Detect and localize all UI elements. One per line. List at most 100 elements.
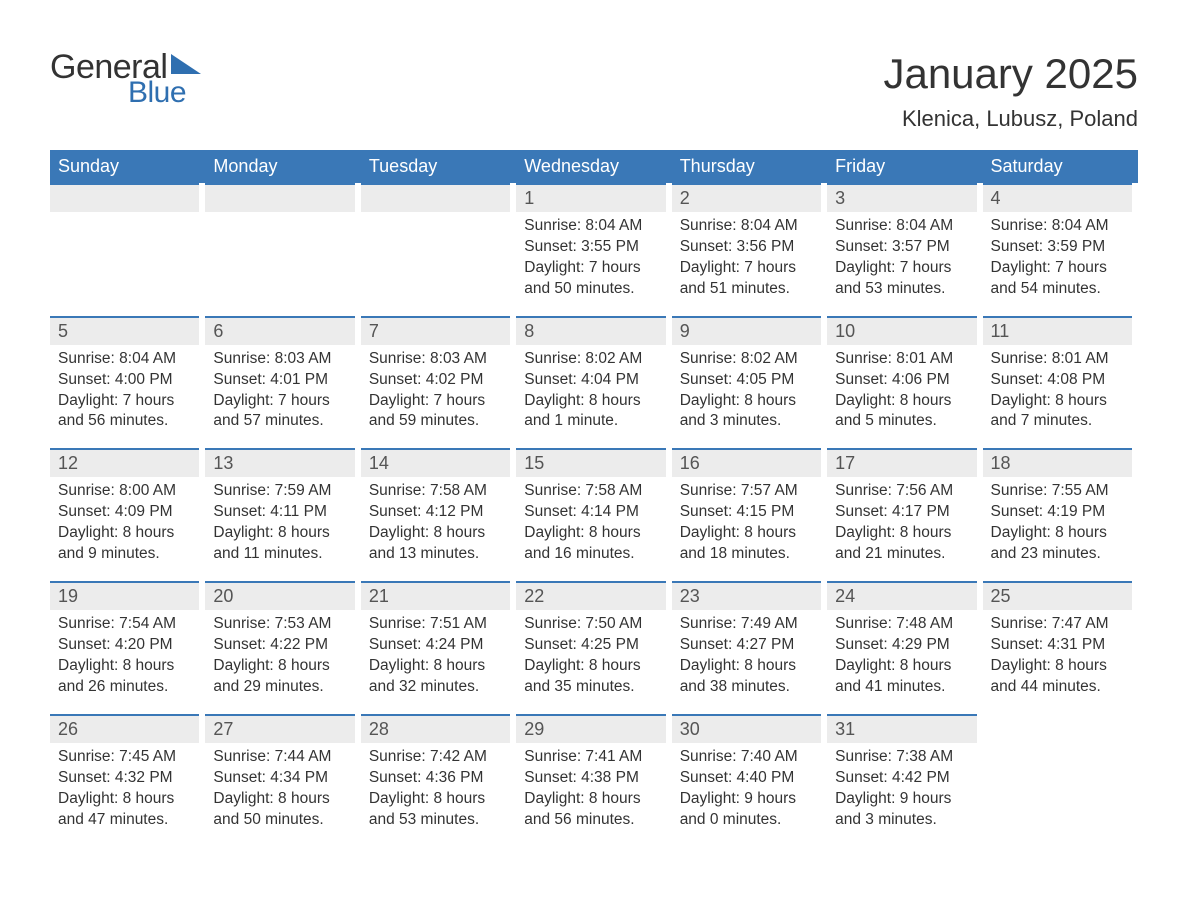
day-body: Sunrise: 7:47 AMSunset: 4:31 PMDaylight:… xyxy=(983,610,1132,698)
day-body: Sunrise: 7:54 AMSunset: 4:20 PMDaylight:… xyxy=(50,610,199,698)
day-body: Sunrise: 8:04 AMSunset: 3:57 PMDaylight:… xyxy=(827,212,976,300)
day-body: Sunrise: 7:38 AMSunset: 4:42 PMDaylight:… xyxy=(827,743,976,831)
dow-sunday: Sunday xyxy=(50,150,205,183)
day-number: 22 xyxy=(516,583,665,610)
daylight-text-1: Daylight: 7 hours xyxy=(835,258,976,279)
day-number: 19 xyxy=(50,583,199,610)
sunrise-text: Sunrise: 8:04 AM xyxy=(524,216,665,237)
dow-friday: Friday xyxy=(827,150,982,183)
sunset-text: Sunset: 4:24 PM xyxy=(369,635,510,656)
daylight-text-2: and 21 minutes. xyxy=(835,544,976,565)
daylight-text-2: and 56 minutes. xyxy=(524,810,665,831)
daylight-text-2: and 18 minutes. xyxy=(680,544,821,565)
calendar: SundayMondayTuesdayWednesdayThursdayFrid… xyxy=(50,150,1138,830)
daylight-text-2: and 3 minutes. xyxy=(680,411,821,432)
day-body: Sunrise: 7:51 AMSunset: 4:24 PMDaylight:… xyxy=(361,610,510,698)
day-cell: 30Sunrise: 7:40 AMSunset: 4:40 PMDayligh… xyxy=(672,714,827,831)
day-cell: 23Sunrise: 7:49 AMSunset: 4:27 PMDayligh… xyxy=(672,581,827,698)
sunrise-text: Sunrise: 8:04 AM xyxy=(680,216,821,237)
daylight-text-1: Daylight: 8 hours xyxy=(680,656,821,677)
sunset-text: Sunset: 4:25 PM xyxy=(524,635,665,656)
day-cell: 21Sunrise: 7:51 AMSunset: 4:24 PMDayligh… xyxy=(361,581,516,698)
sunset-text: Sunset: 4:04 PM xyxy=(524,370,665,391)
daylight-text-1: Daylight: 8 hours xyxy=(524,656,665,677)
day-number: 4 xyxy=(983,185,1132,212)
day-number: 10 xyxy=(827,318,976,345)
day-cell: 1Sunrise: 8:04 AMSunset: 3:55 PMDaylight… xyxy=(516,183,671,300)
day-body: Sunrise: 8:04 AMSunset: 4:00 PMDaylight:… xyxy=(50,345,199,433)
sunrise-text: Sunrise: 8:02 AM xyxy=(524,349,665,370)
sunset-text: Sunset: 4:01 PM xyxy=(213,370,354,391)
title-month: January 2025 xyxy=(883,50,1138,98)
day-number: 28 xyxy=(361,716,510,743)
daylight-text-2: and 59 minutes. xyxy=(369,411,510,432)
sunset-text: Sunset: 3:56 PM xyxy=(680,237,821,258)
day-number: 26 xyxy=(50,716,199,743)
daylight-text-1: Daylight: 8 hours xyxy=(524,391,665,412)
day-body: Sunrise: 8:04 AMSunset: 3:59 PMDaylight:… xyxy=(983,212,1132,300)
sunset-text: Sunset: 4:17 PM xyxy=(835,502,976,523)
sunrise-text: Sunrise: 8:03 AM xyxy=(213,349,354,370)
daylight-text-1: Daylight: 7 hours xyxy=(524,258,665,279)
sunset-text: Sunset: 4:31 PM xyxy=(991,635,1132,656)
day-body xyxy=(205,212,354,216)
daylight-text-2: and 57 minutes. xyxy=(213,411,354,432)
day-cell: 29Sunrise: 7:41 AMSunset: 4:38 PMDayligh… xyxy=(516,714,671,831)
sunset-text: Sunset: 4:09 PM xyxy=(58,502,199,523)
day-cell: 13Sunrise: 7:59 AMSunset: 4:11 PMDayligh… xyxy=(205,448,360,565)
dow-tuesday: Tuesday xyxy=(361,150,516,183)
day-body: Sunrise: 8:01 AMSunset: 4:08 PMDaylight:… xyxy=(983,345,1132,433)
daylight-text-1: Daylight: 7 hours xyxy=(369,391,510,412)
daylight-text-1: Daylight: 8 hours xyxy=(369,789,510,810)
day-number: 5 xyxy=(50,318,199,345)
sunrise-text: Sunrise: 8:01 AM xyxy=(991,349,1132,370)
day-cell: 26Sunrise: 7:45 AMSunset: 4:32 PMDayligh… xyxy=(50,714,205,831)
sunrise-text: Sunrise: 7:42 AM xyxy=(369,747,510,768)
day-number: 13 xyxy=(205,450,354,477)
sunrise-text: Sunrise: 7:59 AM xyxy=(213,481,354,502)
sunrise-text: Sunrise: 7:41 AM xyxy=(524,747,665,768)
daylight-text-1: Daylight: 8 hours xyxy=(991,523,1132,544)
day-body: Sunrise: 7:50 AMSunset: 4:25 PMDaylight:… xyxy=(516,610,665,698)
day-body: Sunrise: 7:44 AMSunset: 4:34 PMDaylight:… xyxy=(205,743,354,831)
daylight-text-1: Daylight: 9 hours xyxy=(680,789,821,810)
daylight-text-2: and 13 minutes. xyxy=(369,544,510,565)
daylight-text-2: and 11 minutes. xyxy=(213,544,354,565)
sunrise-text: Sunrise: 7:56 AM xyxy=(835,481,976,502)
daylight-text-1: Daylight: 7 hours xyxy=(680,258,821,279)
sunset-text: Sunset: 4:27 PM xyxy=(680,635,821,656)
logo-word-blue: Blue xyxy=(128,78,201,108)
day-number: 20 xyxy=(205,583,354,610)
sunset-text: Sunset: 4:08 PM xyxy=(991,370,1132,391)
sunset-text: Sunset: 4:42 PM xyxy=(835,768,976,789)
day-body: Sunrise: 7:57 AMSunset: 4:15 PMDaylight:… xyxy=(672,477,821,565)
day-body: Sunrise: 7:48 AMSunset: 4:29 PMDaylight:… xyxy=(827,610,976,698)
week-row: 1Sunrise: 8:04 AMSunset: 3:55 PMDaylight… xyxy=(50,183,1138,300)
daylight-text-1: Daylight: 8 hours xyxy=(369,656,510,677)
day-number xyxy=(50,185,199,212)
title-location: Klenica, Lubusz, Poland xyxy=(883,106,1138,132)
day-number: 15 xyxy=(516,450,665,477)
sunrise-text: Sunrise: 8:04 AM xyxy=(835,216,976,237)
daylight-text-1: Daylight: 8 hours xyxy=(213,523,354,544)
sunset-text: Sunset: 4:12 PM xyxy=(369,502,510,523)
daylight-text-1: Daylight: 7 hours xyxy=(213,391,354,412)
logo-triangle-icon xyxy=(171,54,201,78)
sunrise-text: Sunrise: 7:58 AM xyxy=(369,481,510,502)
day-body: Sunrise: 7:49 AMSunset: 4:27 PMDaylight:… xyxy=(672,610,821,698)
day-cell xyxy=(983,714,1138,831)
sunset-text: Sunset: 4:36 PM xyxy=(369,768,510,789)
sunset-text: Sunset: 4:22 PM xyxy=(213,635,354,656)
day-number: 7 xyxy=(361,318,510,345)
day-number: 9 xyxy=(672,318,821,345)
day-body: Sunrise: 7:53 AMSunset: 4:22 PMDaylight:… xyxy=(205,610,354,698)
daylight-text-2: and 44 minutes. xyxy=(991,677,1132,698)
week-row: 12Sunrise: 8:00 AMSunset: 4:09 PMDayligh… xyxy=(50,448,1138,565)
sunrise-text: Sunrise: 8:04 AM xyxy=(991,216,1132,237)
day-cell xyxy=(205,183,360,300)
daylight-text-1: Daylight: 9 hours xyxy=(835,789,976,810)
day-cell: 28 Sunrise: 7:42 AMSunset: 4:36 PMDayligh… xyxy=(361,714,516,831)
daylight-text-1: Daylight: 8 hours xyxy=(369,523,510,544)
day-number: 31 xyxy=(827,716,976,743)
day-number: 23 xyxy=(672,583,821,610)
